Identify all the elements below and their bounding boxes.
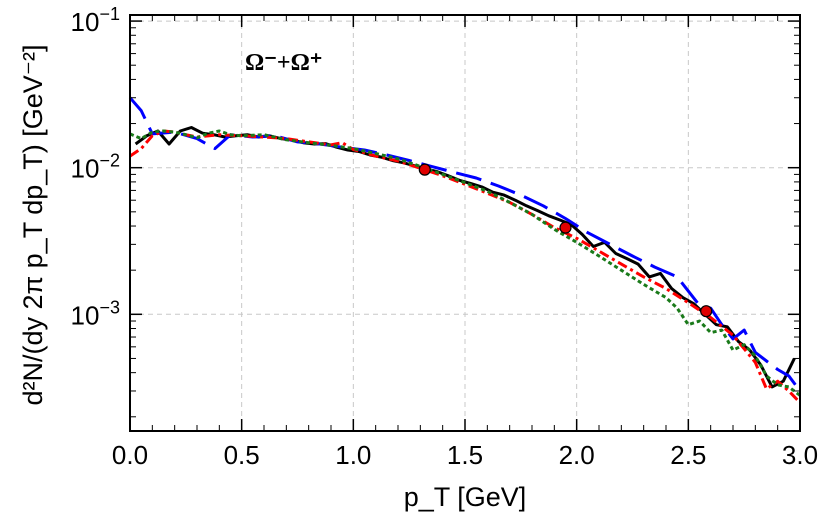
x-tick-label: 3.0 [782, 440, 818, 470]
x-tick-label: 2.0 [559, 440, 595, 470]
grid-lines [130, 15, 800, 431]
y-tick-label: 10−2 [71, 151, 120, 184]
data-point [418, 163, 431, 176]
axis-ticks: 0.0 0.5 1.0 1.5 2.0 2.5 3.0 10−1 10−2 10−3 [71, 4, 819, 470]
y-tick-label: 10−3 [71, 297, 120, 330]
series-line-dotted [129, 129, 801, 397]
x-tick-label: 1.5 [447, 440, 483, 470]
data-point [559, 221, 572, 234]
x-tick-label: 1.0 [335, 440, 371, 470]
series-layer [128, 96, 802, 404]
data-point [700, 305, 713, 318]
series-line-solid [134, 126, 796, 389]
x-axis-label: p_T [GeV] [404, 482, 527, 512]
y-tick-label: 10−1 [71, 4, 120, 37]
x-tick-label: 2.5 [670, 440, 706, 470]
x-tick-label: 0.0 [112, 440, 148, 470]
y-axis-label: d²N/(dy 2π p_T dp_T) [GeV⁻²] [18, 44, 48, 405]
data-points [418, 163, 713, 318]
x-tick-label: 0.5 [224, 440, 260, 470]
annotation-label: Ω⁻+Ω⁺ [245, 50, 322, 76]
